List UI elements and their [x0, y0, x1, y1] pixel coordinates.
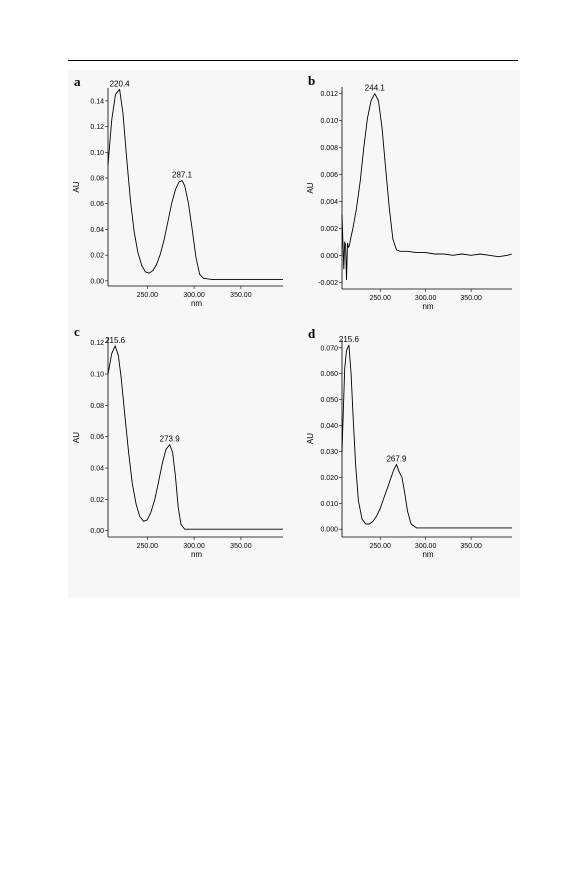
y-tick-label: 0.010 — [320, 118, 338, 125]
y-tick-label: 0.02 — [90, 497, 104, 504]
peak-label: 267.9 — [386, 454, 407, 463]
peak-label: 287.1 — [172, 171, 193, 180]
spectrum-line — [341, 344, 512, 529]
y-tick-label: 0.08 — [90, 176, 104, 183]
y-tick-label: 0.010 — [320, 501, 338, 508]
page-header-rule — [68, 60, 518, 61]
y-axis-title: AU — [306, 433, 315, 444]
y-tick-label: 0.12 — [90, 340, 104, 347]
peak-label: 273.9 — [160, 435, 181, 444]
y-tick-label: 0.00 — [90, 528, 104, 535]
panel-label: d — [308, 326, 316, 341]
spectrum-panel-a: a 0.00 0.02 0.04 0.06 0.08 0.10 0.12 0.14 250.00 3… — [72, 74, 283, 308]
x-tick-label: 250.00 — [137, 543, 159, 550]
panel-label: c — [74, 324, 80, 339]
peak-label: 215.6 — [105, 336, 126, 345]
y-tick-label: 0.002 — [320, 226, 338, 233]
x-tick-label: 350.00 — [460, 543, 482, 550]
x-tick-label: 250.00 — [137, 292, 159, 299]
y-tick-label: 0.012 — [320, 91, 338, 98]
peak-label: 215.6 — [339, 335, 360, 344]
x-tick-label: 250.00 — [369, 295, 391, 302]
y-tick-label: 0.050 — [320, 397, 338, 404]
x-tick-label: 350.00 — [230, 543, 252, 550]
y-axis-title: AU — [72, 432, 81, 443]
y-tick-label: 0.020 — [320, 475, 338, 482]
y-tick-label: 0.14 — [90, 98, 104, 105]
x-tick-label: 300.00 — [415, 543, 437, 550]
y-tick-label: 0.06 — [90, 434, 104, 441]
x-tick-label: 350.00 — [460, 295, 482, 302]
y-tick-label: 0.070 — [320, 345, 338, 352]
x-axis-title: nm — [422, 550, 433, 559]
y-tick-label: 0.008 — [320, 145, 338, 152]
x-tick-label: 350.00 — [230, 292, 252, 299]
y-tick-label: -0.002 — [318, 280, 338, 287]
y-tick-label: 0.04 — [90, 466, 104, 473]
y-tick-label: 0.12 — [90, 124, 104, 131]
y-tick-label: 0.004 — [320, 199, 338, 206]
peak-label: 244.1 — [365, 84, 386, 93]
y-tick-label: 0.000 — [320, 253, 338, 260]
y-tick-label: 0.000 — [320, 527, 338, 534]
spectrum-panel-c: c 0.00 0.02 0.04 0.06 0.08 0.10 0.12 250.00 300.0… — [72, 324, 283, 559]
y-tick-label: 0.060 — [320, 371, 338, 378]
y-tick-label: 0.10 — [90, 150, 104, 157]
y-axis-title: AU — [306, 182, 315, 193]
spectrum-line — [341, 93, 513, 281]
x-tick-label: 300.00 — [183, 292, 205, 299]
y-tick-label: 0.030 — [320, 449, 338, 456]
x-tick-label: 250.00 — [369, 543, 391, 550]
y-tick-label: 0.06 — [90, 201, 104, 208]
spectrum-line — [107, 345, 283, 530]
spectrum-line — [107, 88, 283, 281]
x-axis-title: nm — [191, 299, 202, 308]
x-tick-label: 300.00 — [183, 543, 205, 550]
panel-label: b — [308, 73, 315, 88]
y-tick-label: 0.02 — [90, 253, 104, 260]
y-tick-label: 0.04 — [90, 227, 104, 234]
panel-label: a — [74, 74, 81, 89]
x-tick-label: 300.00 — [415, 295, 437, 302]
y-tick-label: 0.00 — [90, 278, 104, 285]
peak-label: 220.4 — [110, 79, 131, 88]
spectrum-panel-b: b -0.002 0.000 0.002 0.004 0.006 0.008 0.010 0.0… — [306, 73, 513, 311]
y-tick-label: 0.040 — [320, 423, 338, 430]
y-tick-label: 0.006 — [320, 172, 338, 179]
y-tick-label: 0.08 — [90, 403, 104, 410]
figure-background — [68, 70, 520, 598]
x-axis-title: nm — [422, 302, 433, 311]
x-axis-title: nm — [191, 550, 202, 559]
spectrum-panel-d: d 0.000 0.010 0.020 0.030 0.040 0.050 0.060 0.07… — [306, 326, 512, 559]
y-axis-title: AU — [72, 181, 81, 192]
y-tick-label: 0.10 — [90, 372, 104, 379]
